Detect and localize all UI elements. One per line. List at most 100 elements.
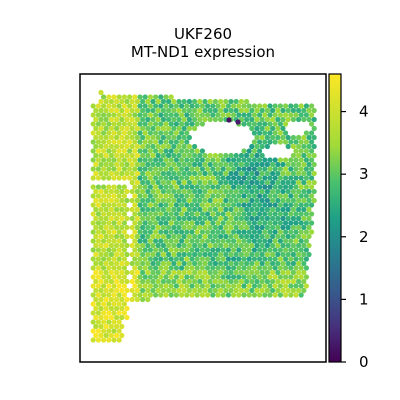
expression-spot bbox=[186, 251, 192, 258]
expression-spot bbox=[166, 98, 172, 105]
expression-spot bbox=[251, 148, 257, 154]
expression-spot bbox=[158, 175, 164, 181]
expression-spot bbox=[210, 265, 216, 271]
expression-spot bbox=[215, 103, 221, 109]
expression-spot bbox=[189, 274, 195, 280]
expression-spot bbox=[228, 179, 234, 186]
expression-spot bbox=[155, 143, 161, 150]
expression-spot bbox=[264, 197, 270, 204]
expression-spot bbox=[129, 134, 135, 141]
expression-spot bbox=[142, 220, 148, 226]
expression-spot bbox=[207, 215, 213, 222]
expression-spot bbox=[121, 112, 127, 118]
expression-spot bbox=[257, 229, 263, 235]
expression-spot bbox=[181, 215, 187, 222]
expression-spot bbox=[176, 233, 182, 240]
expression-spot bbox=[124, 197, 130, 204]
expression-spot bbox=[244, 224, 250, 231]
expression-spot bbox=[254, 242, 260, 249]
expression-spot bbox=[184, 265, 190, 271]
expression-spot bbox=[207, 260, 213, 267]
expression-spot bbox=[241, 238, 247, 244]
expression-spot bbox=[111, 238, 117, 244]
expression-spot bbox=[244, 161, 250, 168]
expression-spot bbox=[233, 179, 239, 186]
expression-spot bbox=[108, 269, 114, 276]
expression-spot bbox=[137, 220, 143, 226]
expression-spot bbox=[301, 152, 307, 159]
expression-spot bbox=[241, 103, 247, 109]
expression-spot bbox=[145, 116, 151, 123]
expression-spot bbox=[166, 278, 172, 285]
expression-spot bbox=[246, 283, 252, 289]
expression-spot bbox=[142, 148, 148, 154]
expression-spot bbox=[275, 251, 281, 258]
expression-spot bbox=[257, 283, 263, 289]
expression-spot bbox=[119, 323, 125, 330]
expression-spot bbox=[129, 287, 135, 294]
expression-spot bbox=[147, 256, 153, 262]
expression-spot bbox=[171, 125, 177, 132]
expression-spot bbox=[270, 251, 276, 258]
expression-spot bbox=[90, 337, 96, 343]
expression-spot bbox=[270, 224, 276, 231]
expression-spot bbox=[218, 260, 224, 267]
expression-spot bbox=[194, 148, 200, 154]
expression-spot bbox=[285, 242, 291, 249]
expression-spot bbox=[116, 94, 122, 100]
expression-spot bbox=[249, 251, 255, 258]
expression-spot bbox=[290, 224, 296, 231]
expression-spot bbox=[275, 233, 281, 240]
expression-spot bbox=[251, 112, 257, 118]
expression-spot bbox=[251, 175, 257, 181]
expression-spot bbox=[249, 152, 255, 159]
expression-spot bbox=[212, 98, 218, 105]
expression-spot bbox=[283, 274, 289, 280]
expression-spot bbox=[132, 184, 138, 190]
expression-spot bbox=[301, 107, 307, 114]
expression-spot bbox=[285, 116, 291, 123]
expression-spot bbox=[249, 107, 255, 114]
expression-spot bbox=[207, 233, 213, 240]
expression-spot bbox=[163, 265, 169, 271]
expression-spot bbox=[147, 220, 153, 226]
expression-spot bbox=[186, 161, 192, 168]
expression-spot bbox=[238, 233, 244, 240]
expression-spot bbox=[119, 314, 125, 321]
expression-spot bbox=[145, 206, 151, 213]
expression-spot bbox=[147, 175, 153, 181]
expression-spot bbox=[301, 197, 307, 204]
expression-spot bbox=[192, 179, 198, 186]
expression-spot bbox=[98, 143, 104, 150]
expression-spot bbox=[184, 148, 190, 154]
expression-spot bbox=[150, 134, 156, 141]
expression-spot bbox=[228, 260, 234, 267]
expression-spot bbox=[150, 242, 156, 249]
expression-spot bbox=[309, 112, 315, 118]
expression-spot bbox=[106, 121, 112, 127]
expression-spot bbox=[103, 170, 109, 177]
expression-spot bbox=[103, 287, 109, 294]
expression-spot bbox=[236, 238, 242, 244]
expression-spot bbox=[257, 112, 263, 118]
expression-spot bbox=[129, 215, 135, 222]
expression-spot bbox=[166, 116, 172, 123]
expression-spot bbox=[298, 283, 304, 289]
expression-spot bbox=[311, 197, 317, 204]
expression-spot bbox=[225, 184, 231, 190]
expression-spot bbox=[280, 269, 286, 276]
expression-spot bbox=[259, 197, 265, 204]
expression-spot bbox=[259, 107, 265, 114]
expression-spot bbox=[197, 287, 203, 294]
expression-spot bbox=[168, 103, 174, 109]
expression-spot bbox=[155, 179, 161, 186]
expression-spot bbox=[275, 170, 281, 177]
expression-spot bbox=[228, 152, 234, 159]
expression-spot bbox=[267, 112, 273, 118]
expression-spot bbox=[301, 233, 307, 240]
expression-spot bbox=[246, 202, 252, 208]
expression-spot bbox=[244, 206, 250, 213]
expression-spot bbox=[101, 337, 107, 343]
expression-spot bbox=[93, 143, 99, 150]
expression-spot bbox=[199, 292, 205, 298]
